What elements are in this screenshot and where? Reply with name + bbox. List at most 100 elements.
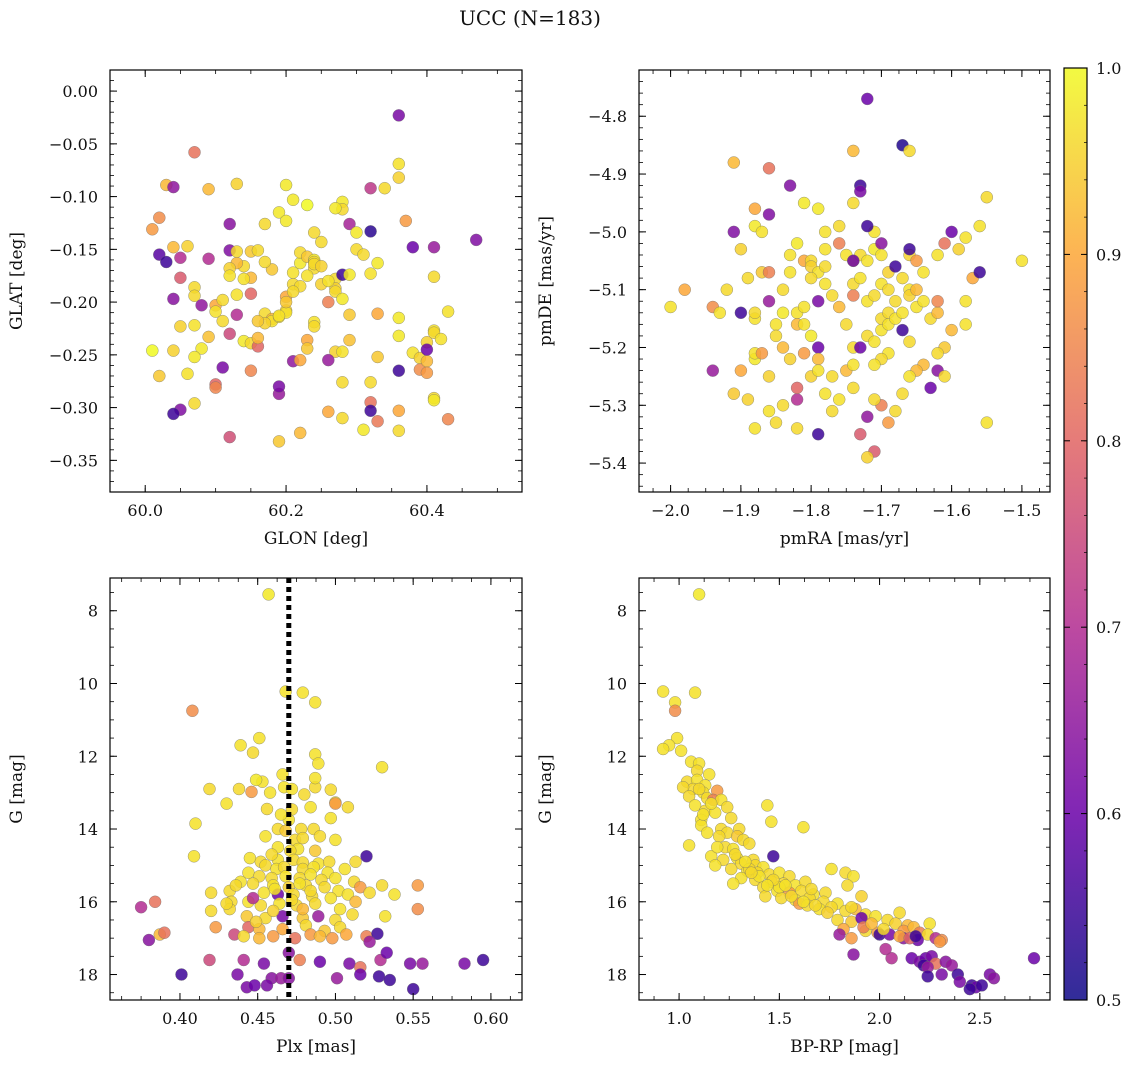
data-point bbox=[195, 342, 208, 355]
data-point bbox=[847, 254, 860, 268]
data-point bbox=[656, 742, 670, 756]
data-point bbox=[307, 226, 321, 239]
data-point bbox=[333, 902, 347, 916]
data-point bbox=[682, 790, 696, 803]
data-point bbox=[272, 380, 286, 393]
data-point bbox=[832, 393, 846, 406]
colorbar-tick-label: 0.7 bbox=[1096, 618, 1121, 637]
data-point bbox=[783, 266, 797, 279]
data-point bbox=[392, 171, 406, 184]
data-point bbox=[818, 225, 832, 239]
data-point bbox=[903, 370, 916, 383]
data-point bbox=[678, 283, 691, 296]
data-point bbox=[885, 951, 898, 965]
data-point bbox=[676, 780, 690, 794]
y-tick-label: −0.20 bbox=[49, 293, 98, 312]
data-point bbox=[209, 381, 222, 394]
data-point bbox=[188, 146, 201, 159]
data-point bbox=[727, 225, 741, 239]
data-point bbox=[882, 283, 895, 296]
data-point bbox=[251, 244, 265, 257]
data-point bbox=[399, 214, 413, 228]
data-point bbox=[300, 342, 314, 355]
data-point bbox=[388, 888, 401, 901]
data-point bbox=[734, 242, 748, 256]
data-point bbox=[237, 272, 251, 286]
data-point bbox=[692, 588, 706, 601]
data-point bbox=[304, 868, 317, 881]
data-point bbox=[245, 785, 258, 799]
x-tick-label: 0.50 bbox=[318, 1009, 354, 1028]
data-point bbox=[216, 293, 229, 307]
data-point bbox=[469, 233, 483, 247]
panel-parallax-magnitude: 0.40 0.45 0.50 0.55 0.60 8 10 12 14 16 18 Plx [mas]… bbox=[7, 577, 523, 1057]
data-point bbox=[896, 387, 909, 400]
y-tick-label: 8 bbox=[617, 602, 627, 621]
data-point bbox=[364, 376, 377, 389]
data-point bbox=[910, 254, 923, 268]
data-point bbox=[153, 369, 166, 383]
colorbar-tick-label: 1.0 bbox=[1096, 59, 1121, 78]
y-tick-label: −5.0 bbox=[588, 223, 627, 242]
data-point bbox=[945, 323, 958, 337]
data-point bbox=[329, 797, 342, 810]
data-point bbox=[251, 331, 265, 345]
data-point bbox=[682, 839, 696, 852]
x-tick-label: 1.0 bbox=[666, 1009, 691, 1028]
data-point bbox=[1015, 254, 1029, 268]
panel-sky: 60.0 60.2 60.4 0.00 −0.05 −0.10 −0.15 −0.20 −0.2… bbox=[7, 69, 523, 549]
data-point bbox=[980, 416, 994, 429]
data-point bbox=[845, 900, 858, 914]
y-tick-label: −4.8 bbox=[588, 107, 627, 126]
data-point bbox=[357, 248, 370, 261]
data-point bbox=[167, 344, 180, 357]
data-point bbox=[274, 808, 288, 821]
data-point bbox=[847, 289, 860, 302]
data-point bbox=[324, 891, 338, 905]
colorbar-gradient bbox=[1063, 67, 1088, 1001]
data-point bbox=[761, 879, 774, 892]
data-point bbox=[879, 942, 892, 956]
data-point bbox=[209, 305, 222, 318]
data-point bbox=[188, 397, 201, 410]
data-point bbox=[931, 347, 944, 360]
data-point bbox=[322, 274, 335, 288]
data-point bbox=[909, 930, 922, 943]
data-point bbox=[349, 895, 362, 909]
data-point bbox=[312, 910, 325, 923]
data-point bbox=[865, 917, 878, 930]
data-point bbox=[230, 288, 244, 301]
data-point bbox=[935, 968, 948, 981]
data-point bbox=[329, 833, 342, 847]
data-point bbox=[223, 430, 236, 444]
data-point bbox=[293, 953, 306, 967]
data-point bbox=[363, 886, 376, 899]
data-point bbox=[727, 387, 741, 400]
data-point bbox=[406, 240, 420, 254]
data-point bbox=[249, 773, 263, 787]
data-point bbox=[840, 318, 853, 331]
y-tick-label: 18 bbox=[78, 966, 98, 985]
data-point bbox=[987, 971, 1001, 985]
y-axis-label: pmDE [mas/yr] bbox=[536, 216, 556, 346]
scatter-points bbox=[656, 588, 1041, 996]
data-point bbox=[343, 957, 356, 970]
data-point bbox=[251, 314, 265, 328]
y-tick-label: 16 bbox=[607, 893, 627, 912]
scatter-points bbox=[664, 92, 1029, 464]
colorbar-tick-label: 0.5 bbox=[1096, 991, 1121, 1010]
data-point bbox=[160, 255, 173, 269]
data-point bbox=[204, 904, 218, 918]
data-point bbox=[945, 225, 958, 239]
data-point bbox=[854, 185, 867, 198]
data-point bbox=[375, 879, 389, 892]
data-point bbox=[855, 890, 868, 903]
data-point bbox=[833, 928, 846, 941]
data-point bbox=[341, 800, 355, 814]
data-point bbox=[476, 953, 490, 967]
data-point bbox=[216, 314, 229, 328]
data-point bbox=[363, 935, 376, 949]
data-point bbox=[762, 370, 776, 383]
data-point bbox=[187, 850, 201, 863]
data-point bbox=[293, 426, 307, 440]
